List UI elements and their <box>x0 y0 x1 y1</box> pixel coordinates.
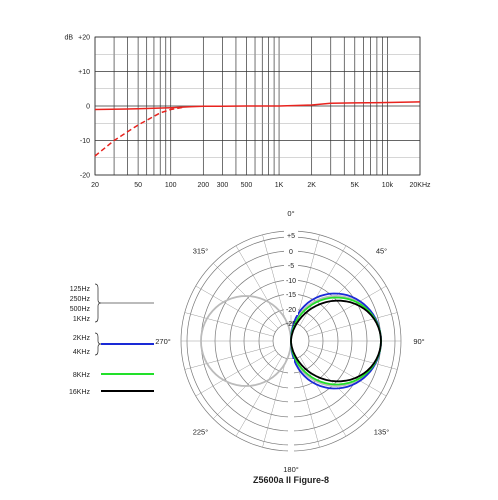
polar-ring-label: -20 <box>286 307 296 314</box>
polar-radial-line <box>306 349 387 397</box>
polar-radial-line <box>235 356 283 437</box>
fr-x-tick-label: 500 <box>241 182 253 189</box>
polar-radial-line <box>262 358 287 448</box>
polar-angle-label: 180° <box>283 465 299 474</box>
legend-label: 2KHz <box>73 335 91 342</box>
fr-series-solid-line <box>94 101 421 111</box>
polar-ring-label: +5 <box>287 233 295 240</box>
legend-label: 250Hz <box>70 296 91 303</box>
fr-x-tick-label: 20 <box>91 182 99 189</box>
polar-radial-line <box>262 234 287 324</box>
polar-chart <box>180 229 402 453</box>
legend-brace <box>94 332 102 356</box>
polar-angle-label: 90° <box>413 337 424 346</box>
polar-title: Z5600a II Figure-8 <box>253 475 329 485</box>
polar-ring-label: -25 <box>286 321 296 328</box>
fr-y-tick-label: +20 <box>78 35 90 42</box>
fr-x-tick-label: 20KHz <box>409 182 431 189</box>
fr-y-tick-label: 0 <box>86 104 90 111</box>
polar-label-backdrop <box>284 229 298 315</box>
polar-radial-line <box>295 358 320 448</box>
fr-y-unit-label: dB <box>64 35 73 42</box>
polar-radial-line <box>308 312 398 337</box>
polar-radial-line <box>306 285 387 333</box>
polar-radial-line <box>195 349 276 397</box>
fr-x-tick-label: 200 <box>197 182 209 189</box>
polar-curve-low-freq-left <box>200 295 292 387</box>
polar-radial-line <box>295 234 320 324</box>
fr-x-tick-label: 5K <box>350 182 359 189</box>
fr-x-tick-label: 2K <box>307 182 316 189</box>
fr-y-tick-label: -10 <box>80 138 90 145</box>
polar-curve-16k <box>290 299 382 383</box>
legend-label: 8KHz <box>73 372 91 379</box>
fr-plot-frame <box>94 36 421 176</box>
polar-radial-line <box>184 345 274 370</box>
polar-axis-gap <box>288 359 294 453</box>
legend-label: 1KHz <box>73 316 91 323</box>
polar-ring-label: -5 <box>288 263 294 270</box>
polar-ring-label: 0 <box>289 249 293 256</box>
polar-radial-line <box>195 285 276 333</box>
fr-x-tick-label: 100 <box>165 182 177 189</box>
fr-x-tick-label: 10k <box>382 182 394 189</box>
polar-radial-line <box>235 245 283 326</box>
legend-label: 4KHz <box>73 349 91 356</box>
polar-angle-label: 135° <box>374 428 390 437</box>
fr-series-dashed-line <box>94 106 184 157</box>
legend-label: 500Hz <box>70 306 91 313</box>
legend-label: 125Hz <box>70 286 91 293</box>
legend-label: 16KHz <box>69 389 91 396</box>
polar-angle-label: 45° <box>376 246 387 255</box>
polar-radial-line <box>184 312 274 337</box>
polar-ring-label: -15 <box>286 292 296 299</box>
fr-y-tick-label: -20 <box>80 173 90 180</box>
fr-x-tick-label: 1K <box>275 182 284 189</box>
polar-angle-label: 270° <box>155 337 171 346</box>
polar-angle-label: 315° <box>193 246 209 255</box>
fr-y-tick-label: +10 <box>78 69 90 76</box>
fr-x-tick-label: 300 <box>217 182 229 189</box>
polar-ring-label: -10 <box>286 278 296 285</box>
polar-radial-line <box>308 345 398 370</box>
fr-x-tick-label: 50 <box>134 182 142 189</box>
legend-brace <box>94 283 102 323</box>
polar-angle-label: 0° <box>287 209 294 218</box>
polar-angle-label: 225° <box>193 428 209 437</box>
